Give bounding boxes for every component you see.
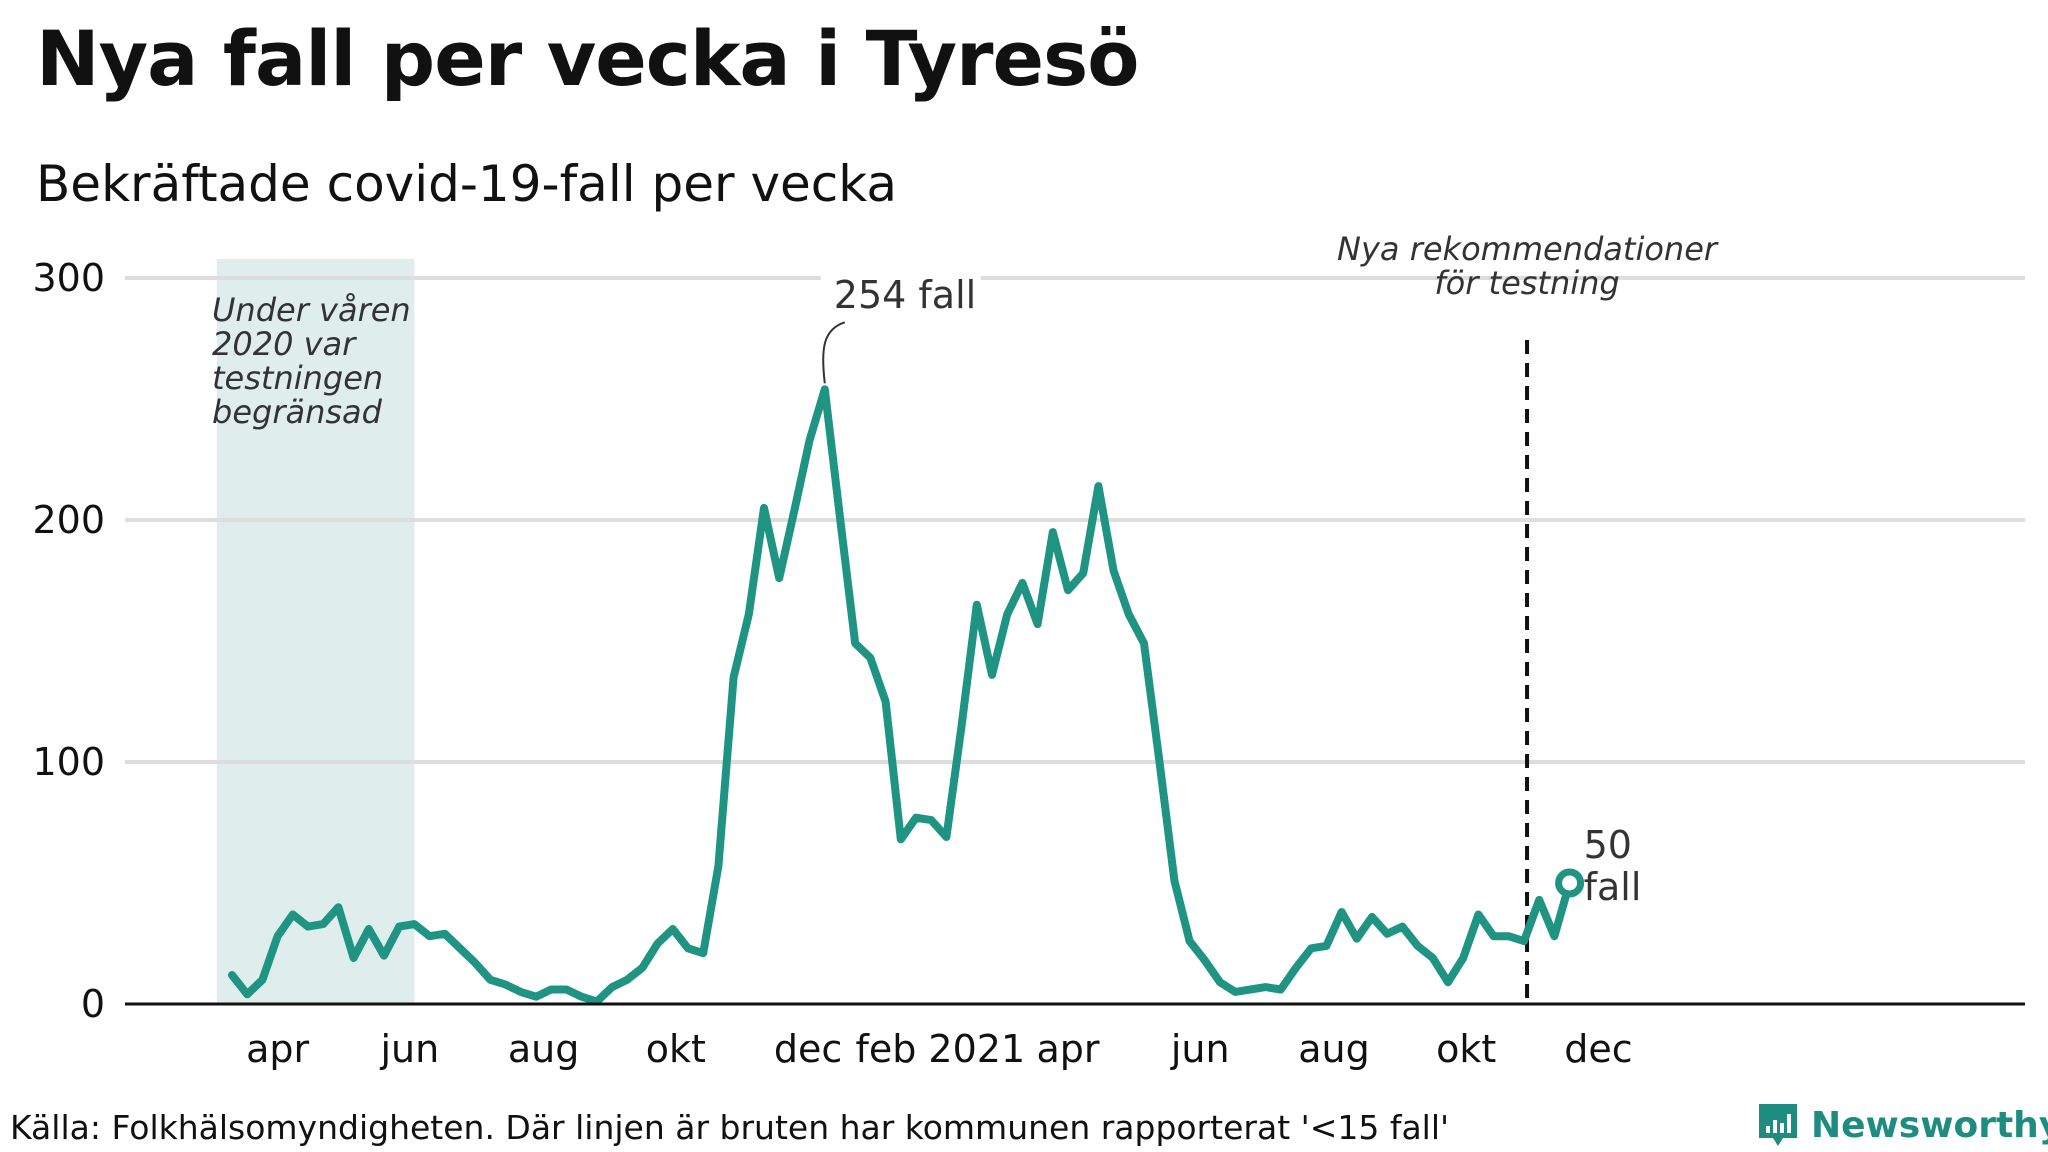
last-point-marker <box>1555 868 1585 898</box>
brand-logo[interactable]: Newsworthy <box>1755 1100 2048 1150</box>
last-value-label-line-1: fall <box>1584 865 1642 909</box>
peak-label-bg <box>820 268 981 316</box>
y-tick-label-300: 300 <box>32 256 105 300</box>
source-note: Källa: Folkhälsomyndigheten. Där linjen … <box>10 1108 1450 1147</box>
last-value-label-line-0: 50 <box>1584 823 1632 867</box>
shaded-note-line-3: begränsad <box>212 393 383 431</box>
y-tick-label-100: 100 <box>32 740 105 784</box>
shaded-note-line-2: testningen <box>212 359 383 397</box>
shaded-note-line-0: Under våren <box>212 291 411 329</box>
peak-leader <box>822 321 846 384</box>
newsworthy-logo-icon <box>1759 1104 1797 1146</box>
x-tick-label-8: aug <box>1298 1027 1370 1071</box>
chart-subtitle: Bekräftade covid-19-fall per vecka <box>36 155 898 213</box>
chart-title: Nya fall per vecka i Tyresö <box>36 14 1139 103</box>
y-tick-label-0: 0 <box>81 982 105 1026</box>
shaded-note-line-1: 2020 var <box>212 325 357 363</box>
cases-line <box>228 385 1574 1006</box>
x-tick-label-2: aug <box>508 1027 580 1071</box>
x-tick-label-5: feb 2021 <box>855 1027 1025 1071</box>
x-tick-label-7: jun <box>1170 1027 1230 1071</box>
x-tick-label-9: okt <box>1436 1027 1496 1071</box>
shaded-region <box>216 259 415 1004</box>
testing-change-note-line-1: för testning <box>1434 264 1619 302</box>
x-tick-label-0: apr <box>246 1027 309 1071</box>
x-tick-label-4: dec <box>774 1027 842 1071</box>
testing-change-note-line-0: Nya rekommendationer <box>1337 230 1719 268</box>
x-tick-label-10: dec <box>1564 1027 1632 1071</box>
x-tick-label-1: jun <box>379 1027 439 1071</box>
y-tick-label-200: 200 <box>32 498 105 542</box>
peak-label: 254 fall <box>834 273 976 317</box>
x-tick-label-3: okt <box>646 1027 706 1071</box>
x-tick-label-6: apr <box>1036 1027 1099 1071</box>
brand-name: Newsworthy <box>1811 1104 2048 1146</box>
